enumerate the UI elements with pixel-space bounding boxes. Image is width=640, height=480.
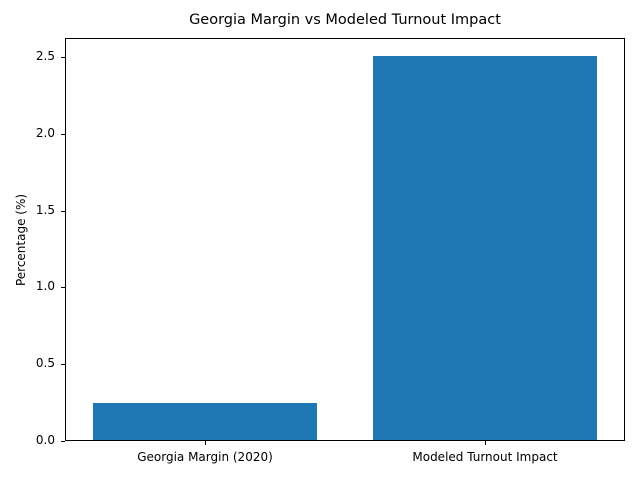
y-tick-mark bbox=[61, 441, 65, 442]
y-tick-mark bbox=[61, 364, 65, 366]
x-tick-mark bbox=[485, 441, 486, 445]
y-tick-label: 0.5 bbox=[35, 356, 55, 371]
y-tick-label: 1.5 bbox=[35, 202, 55, 217]
y-tick-label: 0.0 bbox=[35, 433, 55, 447]
y-tick-mark bbox=[61, 57, 65, 59]
y-tick-label: 1.0 bbox=[35, 279, 55, 294]
y-tick-label: 2.0 bbox=[35, 125, 55, 140]
y-tick-mark bbox=[61, 133, 65, 135]
y-tick-mark bbox=[61, 287, 65, 289]
x-tick-mark bbox=[205, 441, 206, 445]
y-axis-label: Percentage (%) bbox=[14, 193, 28, 287]
chart-title: Georgia Margin vs Modeled Turnout Impact bbox=[189, 12, 501, 28]
bar bbox=[373, 56, 597, 440]
y-tick-mark bbox=[61, 210, 65, 212]
bar bbox=[93, 403, 317, 440]
x-tick-label: Modeled Turnout Impact bbox=[412, 450, 558, 464]
y-tick-label: 2.5 bbox=[35, 49, 55, 64]
x-tick-label: Georgia Margin (2020) bbox=[137, 450, 273, 464]
plot-area bbox=[65, 38, 625, 441]
